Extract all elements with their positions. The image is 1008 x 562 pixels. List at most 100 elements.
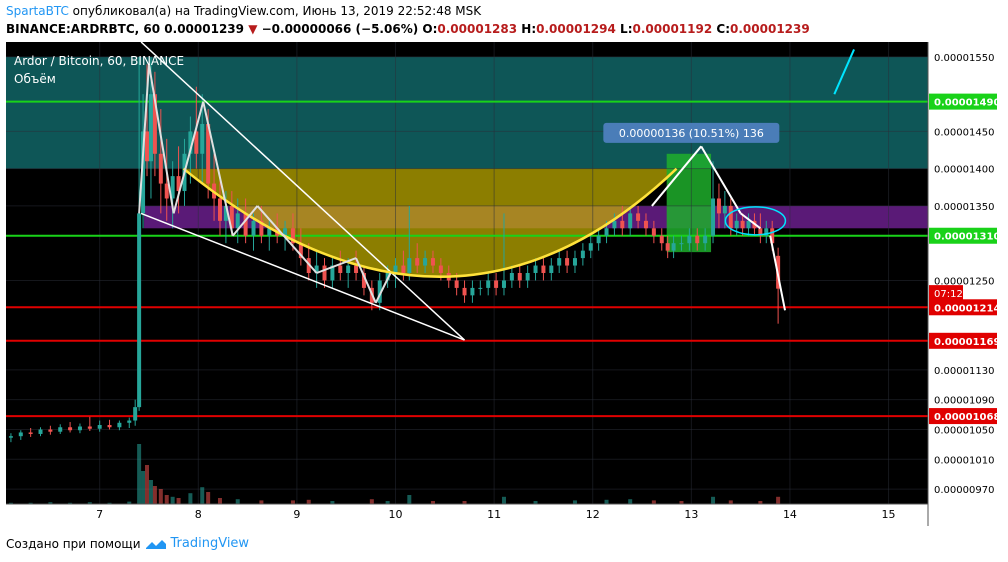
candle-body [259,220,264,236]
candle-body [525,273,530,281]
volume-bar [711,496,716,504]
volume-bar [176,498,181,504]
candle-body [651,228,656,236]
tradingview-brand-link[interactable]: TradingView [170,536,250,551]
volume-bar [107,502,112,504]
candle-body [620,220,625,229]
volume-bar [628,499,633,504]
candle-body [687,235,692,244]
candle-body [28,432,33,434]
price-label-text: 0.00001310 [934,232,1000,243]
zigzag-arrow-segment [316,257,357,274]
candle-body [393,265,398,273]
down-triangle-icon: ▼ [248,22,258,36]
low-value: 0.00001192 [632,22,713,36]
y-tick-label: 0.00000970 [934,485,994,496]
volume-bar [290,500,295,504]
y-tick-label: 0.00001550 [934,53,994,64]
volume-bar [145,465,150,504]
x-tick-label: 11 [487,508,501,521]
x-tick-label: 13 [684,508,698,521]
volume-bar [152,486,157,504]
candle-body [235,213,240,229]
zigzag-arrow-segment [172,101,205,214]
chart-legend-title: Ardor / Bitcoin, 60, BINANCE [14,54,184,68]
candle-body [580,250,585,259]
candle-body [346,265,351,273]
candle-body [430,258,435,266]
candle-body [97,425,102,429]
y-tick-label: 0.00001450 [934,127,994,138]
candle-body [38,429,43,434]
price-label-text: 0.00001169 [934,337,1000,348]
volume-bar [141,471,146,504]
x-tick-label: 12 [586,508,600,521]
volume-bar [28,502,33,504]
close-label: C: [716,22,731,36]
countdown-text: 07:12 [934,289,963,300]
candle-body [200,123,205,154]
volume-bar [572,500,577,504]
price-label-text: 0.00001214 [934,303,1000,314]
measure-label-box [603,122,780,143]
candle-body [454,280,459,288]
candle-body [170,176,175,199]
tradingview-logo-icon [145,539,166,549]
volume-bar [158,489,163,504]
close-value: 0.00001239 [730,22,810,36]
volume-bar [501,496,506,504]
zigzag-arrow-segment [138,64,150,214]
candle-body [415,258,420,266]
candle-body [703,235,708,244]
candle-body [68,427,73,431]
y-tick-label: 0.00001010 [934,455,994,466]
volume-bar [462,501,467,504]
publish-info: SpartaBTC опубликовал(а) на TradingView.… [6,4,481,18]
author-link[interactable]: SpartaBTC [6,4,69,18]
cup-arc-line [182,167,678,278]
candle-body [18,432,23,437]
volume-bar [206,492,211,504]
candle-body [229,205,234,229]
high-value: 0.00001294 [536,22,616,36]
volume-bar [137,444,142,504]
candle-body [565,258,570,266]
target-arrow-up [651,145,702,207]
candle-body [549,265,554,273]
candle-body [636,213,641,221]
volume-bar [164,495,169,504]
candle-body [176,176,181,192]
candle-body [470,287,475,296]
volume-bar [679,501,684,504]
price-label-box [929,227,997,244]
candle-body [478,287,483,289]
candle-body [423,258,428,266]
price-label-text: 0.00001068 [934,412,1000,423]
ellipse-highlight [724,206,787,236]
candle-body [87,426,92,429]
candle-body [145,131,150,162]
footer: Создано при помощи TradingView [6,536,249,551]
candle-body [596,235,601,244]
candle-body [401,265,406,273]
price-chart[interactable]: 0.00000136 (10.51%) 136 Ardor / Bitcoin,… [6,42,1002,526]
candle-body [322,265,327,281]
candle-body [217,198,222,221]
y-tick-label: 0.00001350 [934,202,994,213]
candle-body [117,422,122,428]
candle-body [494,280,499,288]
volume-bar [48,502,53,504]
cup-fill [183,168,677,277]
volume-bar [369,499,374,504]
candle-body [679,243,684,245]
volume-bar [188,493,193,504]
candle-body [541,265,546,273]
candle-body [746,220,751,229]
zigzag-arrow-segment [355,257,377,304]
price-label-box [929,93,997,110]
candle-body [671,243,676,251]
volume-bar [330,501,335,504]
triangle-upper-line [140,42,466,341]
price-label-box [929,299,997,316]
volume-bar [758,501,763,504]
